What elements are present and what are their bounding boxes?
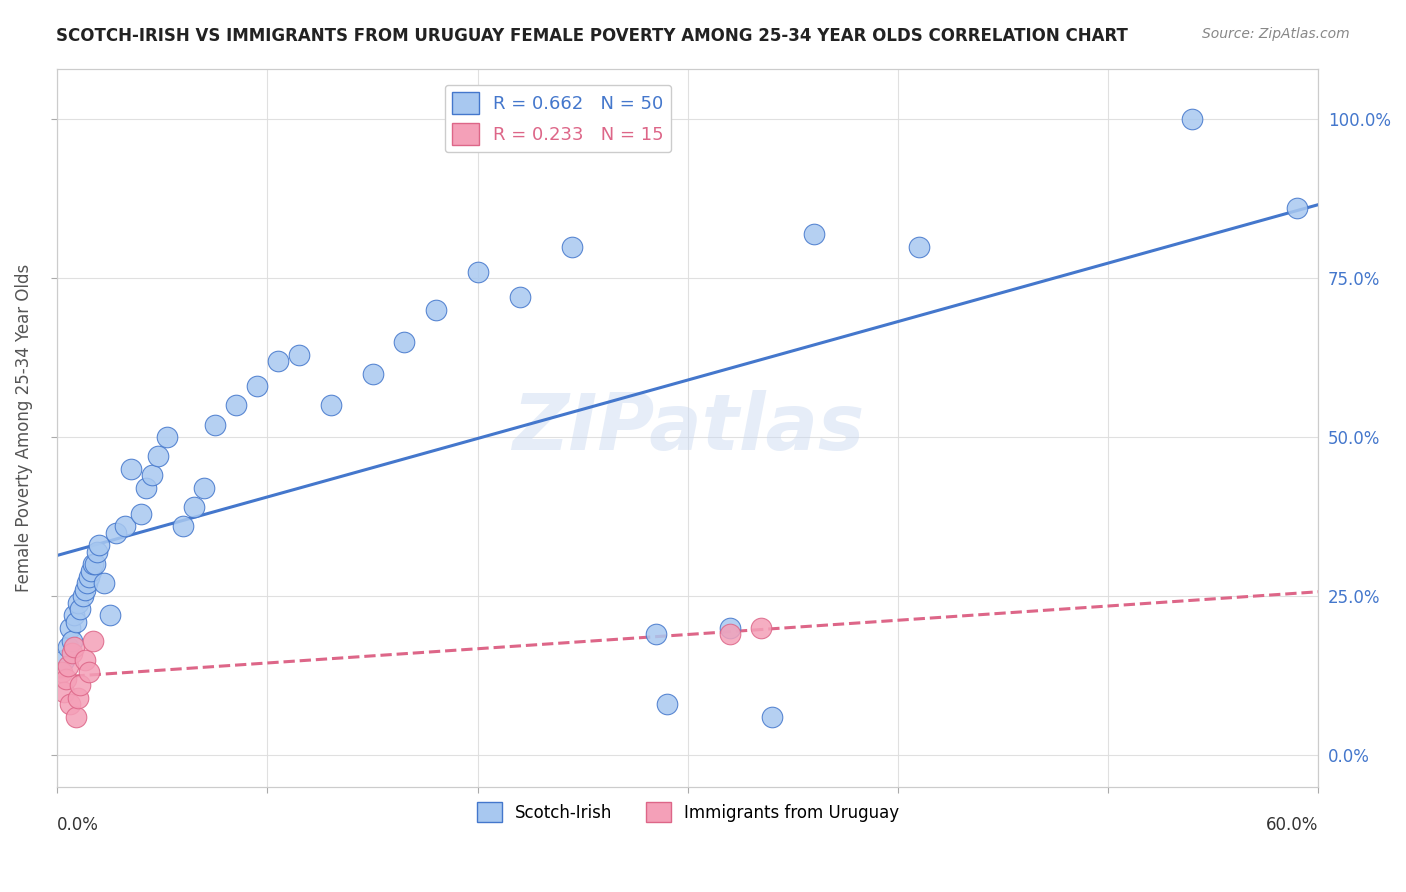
Point	[561, 239, 583, 253]
Point	[509, 290, 531, 304]
Point	[361, 367, 384, 381]
Point	[172, 519, 194, 533]
Point	[183, 500, 205, 515]
Point	[65, 615, 87, 629]
Point	[655, 698, 678, 712]
Point	[63, 608, 86, 623]
Point	[225, 399, 247, 413]
Point	[131, 507, 153, 521]
Point	[1286, 202, 1309, 216]
Point	[135, 481, 157, 495]
Point	[77, 665, 100, 680]
Point	[55, 672, 77, 686]
Point	[76, 576, 98, 591]
Text: Source: ZipAtlas.com: Source: ZipAtlas.com	[1202, 27, 1350, 41]
Point	[141, 468, 163, 483]
Point	[155, 430, 177, 444]
Point	[1181, 112, 1204, 127]
Point	[59, 621, 82, 635]
Text: 60.0%: 60.0%	[1265, 815, 1319, 834]
Point	[69, 678, 91, 692]
Point	[193, 481, 215, 495]
Point	[67, 690, 90, 705]
Point	[77, 570, 100, 584]
Point	[59, 698, 82, 712]
Point	[56, 659, 79, 673]
Point	[52, 684, 75, 698]
Point	[803, 227, 825, 241]
Point	[288, 348, 311, 362]
Point	[246, 379, 269, 393]
Point	[86, 544, 108, 558]
Point	[105, 525, 128, 540]
Point	[60, 633, 83, 648]
Text: 0.0%: 0.0%	[58, 815, 100, 834]
Point	[89, 538, 111, 552]
Point	[73, 582, 96, 597]
Point	[56, 640, 79, 654]
Point	[80, 564, 103, 578]
Point	[60, 647, 83, 661]
Point	[52, 653, 75, 667]
Point	[267, 354, 290, 368]
Text: ZIPatlas: ZIPatlas	[512, 390, 863, 466]
Point	[148, 450, 170, 464]
Point	[84, 558, 107, 572]
Point	[73, 653, 96, 667]
Legend: Scotch-Irish, Immigrants from Uruguay: Scotch-Irish, Immigrants from Uruguay	[470, 795, 905, 829]
Point	[93, 576, 115, 591]
Point	[63, 640, 86, 654]
Point	[114, 519, 136, 533]
Point	[120, 462, 142, 476]
Y-axis label: Female Poverty Among 25-34 Year Olds: Female Poverty Among 25-34 Year Olds	[15, 264, 32, 592]
Point	[82, 633, 104, 648]
Point	[65, 710, 87, 724]
Point	[749, 621, 772, 635]
Point	[425, 303, 447, 318]
Point	[392, 334, 415, 349]
Point	[72, 589, 94, 603]
Text: SCOTCH-IRISH VS IMMIGRANTS FROM URUGUAY FEMALE POVERTY AMONG 25-34 YEAR OLDS COR: SCOTCH-IRISH VS IMMIGRANTS FROM URUGUAY …	[56, 27, 1128, 45]
Point	[761, 710, 783, 724]
Point	[67, 596, 90, 610]
Point	[718, 627, 741, 641]
Point	[645, 627, 668, 641]
Point	[319, 399, 342, 413]
Point	[98, 608, 121, 623]
Point	[908, 239, 931, 253]
Point	[467, 265, 489, 279]
Point	[718, 621, 741, 635]
Point	[51, 665, 73, 680]
Point	[82, 558, 104, 572]
Point	[204, 417, 226, 432]
Point	[69, 602, 91, 616]
